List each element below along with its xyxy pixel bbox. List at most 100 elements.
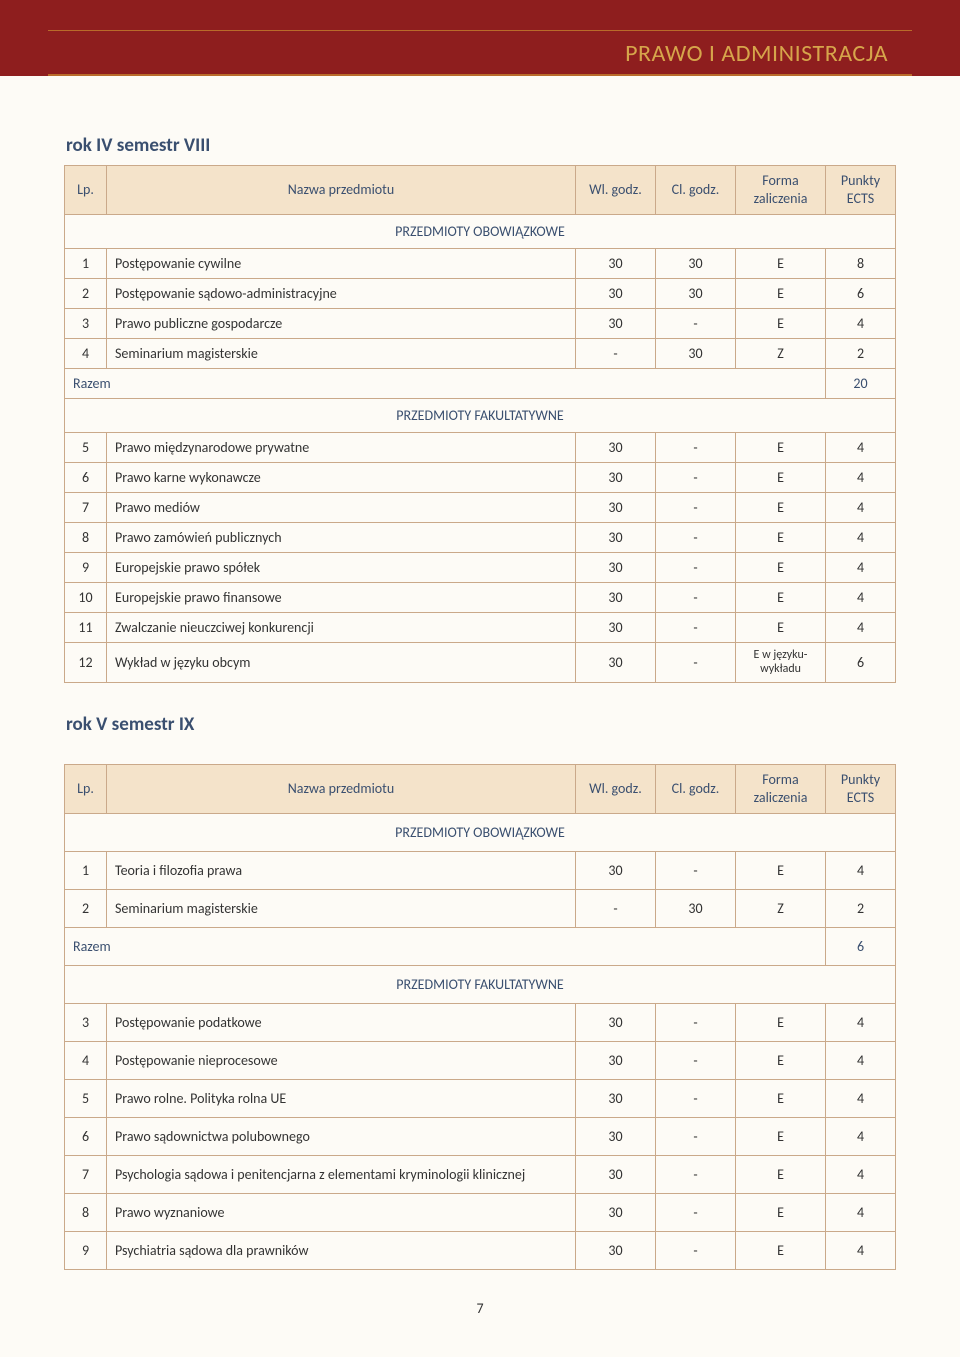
- cell-cl: -: [656, 463, 736, 493]
- cell-lp: 9: [65, 553, 107, 583]
- cell-wl: 30: [576, 463, 656, 493]
- cell-wl: 30: [576, 1004, 656, 1042]
- col-pe-l2: ECTS: [847, 190, 874, 207]
- cell-lp: 6: [65, 463, 107, 493]
- cell-name: Postępowanie nieprocesowe: [107, 1042, 576, 1080]
- semester8-table: Lp. Nazwa przedmiotu Wl. godz. Cl. godz.…: [64, 165, 896, 683]
- cell-pe: 2: [826, 890, 896, 928]
- cell-fz: E: [736, 553, 826, 583]
- cell-name: Postępowanie podatkowe: [107, 1004, 576, 1042]
- cell-cl: -: [656, 852, 736, 890]
- col-pe-l1: Punkty: [841, 771, 880, 788]
- cell-name: Seminarium magisterskie: [107, 890, 576, 928]
- cell-wl: 30: [576, 1194, 656, 1232]
- table-row: 4Seminarium magisterskie-30Z2: [65, 339, 896, 369]
- cell-pe: 4: [826, 1194, 896, 1232]
- cell-lp: 3: [65, 1004, 107, 1042]
- cell-pe: 4: [826, 1156, 896, 1194]
- cell-pe: 4: [826, 493, 896, 523]
- table-row: 5Prawo rolne. Polityka rolna UE30-E4: [65, 1080, 896, 1118]
- cell-fz: E: [736, 279, 826, 309]
- semester9-table: Lp. Nazwa przedmiotu Wl. godz. Cl. godz.…: [64, 764, 896, 1270]
- cell-name: Seminarium magisterskie: [107, 339, 576, 369]
- col-cl: Cl. godz.: [656, 166, 736, 215]
- cell-lp: 4: [65, 339, 107, 369]
- cell-lp: 12: [65, 643, 107, 682]
- table-head-row: Lp. Nazwa przedmiotu Wl. godz. Cl. godz.…: [65, 764, 896, 813]
- table-row: 7Prawo mediów30-E4: [65, 493, 896, 523]
- cell-pe: 4: [826, 583, 896, 613]
- section-label: PRZEDMIOTY OBOWIĄZKOWE: [65, 215, 896, 249]
- razem-value: 20: [826, 369, 896, 399]
- table-row: 6Prawo karne wykonawcze30-E4: [65, 463, 896, 493]
- cell-fz: E: [736, 583, 826, 613]
- cell-wl: 30: [576, 613, 656, 643]
- cell-pe: 4: [826, 1080, 896, 1118]
- cell-fz: E: [736, 1080, 826, 1118]
- razem-label: Razem: [65, 928, 826, 966]
- cell-lp: 8: [65, 1194, 107, 1232]
- cell-wl: 30: [576, 1232, 656, 1270]
- section-row: PRZEDMIOTY OBOWIĄZKOWE: [65, 814, 896, 852]
- page-header: PRAWO I ADMINISTRACJA: [0, 0, 960, 76]
- cell-fz: E: [736, 493, 826, 523]
- section-label: PRZEDMIOTY OBOWIĄZKOWE: [65, 814, 896, 852]
- table-row: 4Postępowanie nieprocesowe30-E4: [65, 1042, 896, 1080]
- col-fz-l2: zaliczenia: [754, 190, 808, 207]
- cell-pe: 4: [826, 523, 896, 553]
- col-pe-l2: ECTS: [847, 789, 874, 806]
- cell-wl: -: [576, 339, 656, 369]
- cell-cl: 30: [656, 890, 736, 928]
- col-pe-l1: Punkty: [841, 172, 880, 189]
- cell-wl: 30: [576, 583, 656, 613]
- page-number: 7: [64, 1300, 896, 1317]
- cell-lp: 9: [65, 1232, 107, 1270]
- cell-lp: 11: [65, 613, 107, 643]
- cell-cl: -: [656, 553, 736, 583]
- cell-cl: 30: [656, 279, 736, 309]
- page-content: rok IV semestr VIII Lp. Nazwa przedmiotu…: [0, 76, 960, 1357]
- col-lp: Lp.: [65, 166, 107, 215]
- cell-pe: 2: [826, 339, 896, 369]
- cell-fz: E: [736, 1042, 826, 1080]
- cell-cl: 30: [656, 339, 736, 369]
- cell-wl: 30: [576, 249, 656, 279]
- cell-pe: 4: [826, 553, 896, 583]
- col-wl: Wl. godz.: [576, 166, 656, 215]
- cell-name: Prawo międzynarodowe prywatne: [107, 433, 576, 463]
- cell-name: Postępowanie sądowo-administracyjne: [107, 279, 576, 309]
- cell-cl: -: [656, 1042, 736, 1080]
- cell-fz: E: [736, 1194, 826, 1232]
- col-fz: Forma zaliczenia: [736, 166, 826, 215]
- cell-lp: 5: [65, 1080, 107, 1118]
- cell-lp: 8: [65, 523, 107, 553]
- col-lp: Lp.: [65, 764, 107, 813]
- cell-cl: -: [656, 1156, 736, 1194]
- col-fz-l1: Forma: [762, 172, 798, 189]
- cell-cl: -: [656, 433, 736, 463]
- cell-pe: 4: [826, 852, 896, 890]
- section-row: PRZEDMIOTY OBOWIĄZKOWE: [65, 215, 896, 249]
- cell-lp: 1: [65, 249, 107, 279]
- cell-pe: 4: [826, 309, 896, 339]
- cell-name: Prawo publiczne gospodarcze: [107, 309, 576, 339]
- col-wl: Wl. godz.: [576, 764, 656, 813]
- cell-cl: -: [656, 643, 736, 682]
- semester9-title: rok V semestr IX: [66, 713, 896, 736]
- col-pe: Punkty ECTS: [826, 764, 896, 813]
- table-row: 7Psychologia sądowa i penitencjarna z el…: [65, 1156, 896, 1194]
- table-row: 11Zwalczanie nieuczciwej konkurencji30-E…: [65, 613, 896, 643]
- section-row: PRZEDMIOTY FAKULTATYWNE: [65, 966, 896, 1004]
- cell-fz: E: [736, 613, 826, 643]
- section-label: PRZEDMIOTY FAKULTATYWNE: [65, 966, 896, 1004]
- table-row: 2Seminarium magisterskie-30Z2: [65, 890, 896, 928]
- table-head-row: Lp. Nazwa przedmiotu Wl. godz. Cl. godz.…: [65, 166, 896, 215]
- cell-wl: 30: [576, 493, 656, 523]
- cell-name: Prawo rolne. Polityka rolna UE: [107, 1080, 576, 1118]
- cell-lp: 10: [65, 583, 107, 613]
- cell-cl: -: [656, 1004, 736, 1042]
- col-cl: Cl. godz.: [656, 764, 736, 813]
- col-pe: Punkty ECTS: [826, 166, 896, 215]
- cell-cl: -: [656, 613, 736, 643]
- section-row: PRZEDMIOTY FAKULTATYWNE: [65, 399, 896, 433]
